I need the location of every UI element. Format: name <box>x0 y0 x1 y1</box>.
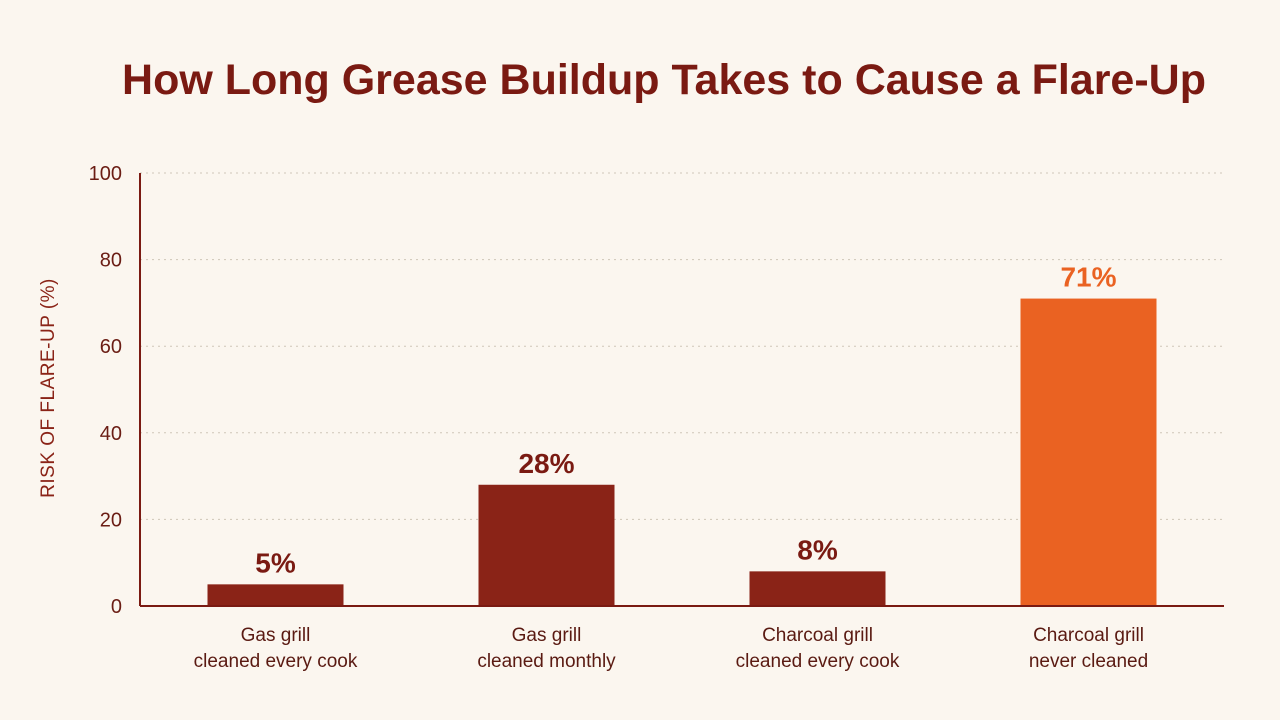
bars <box>207 298 1157 606</box>
category-label: cleaned every cook <box>194 651 358 672</box>
bar-value-label: 5% <box>255 547 296 578</box>
y-axis-ticks: 0 20 40 60 80 100 <box>89 163 122 618</box>
category-label: cleaned monthly <box>477 651 616 672</box>
x-axis-categories: Gas grill cleaned every cook Gas grill clea… <box>194 625 1149 672</box>
bar-2 <box>478 484 615 606</box>
category-label: Gas grill <box>241 625 311 646</box>
category-label: Charcoal grill <box>762 625 873 646</box>
y-tick-label: 40 <box>100 423 122 445</box>
bar-1 <box>207 584 344 606</box>
y-tick-label: 0 <box>111 596 122 618</box>
category-label: Gas grill <box>512 625 582 646</box>
category-label: never cleaned <box>1029 651 1148 672</box>
y-tick-label: 100 <box>89 163 122 185</box>
bar-value-label: 71% <box>1060 262 1116 293</box>
y-axis-label: RISK OF FLARE-UP (%) <box>38 278 59 498</box>
category-label: Charcoal grill <box>1033 625 1144 646</box>
chart-title: How Long Grease Buildup Takes to Cause a… <box>122 56 1206 104</box>
bar-value-label: 28% <box>518 448 574 479</box>
bar-3 <box>749 571 886 606</box>
y-tick-label: 20 <box>100 509 122 531</box>
value-labels: 5% 28% 8% 71% <box>255 262 1116 579</box>
gridlines <box>140 172 1224 520</box>
y-tick-label: 80 <box>100 250 122 272</box>
bar-4 <box>1020 298 1157 606</box>
category-label: cleaned every cook <box>736 651 900 672</box>
y-tick-label: 60 <box>100 336 122 358</box>
bar-value-label: 8% <box>797 534 838 565</box>
